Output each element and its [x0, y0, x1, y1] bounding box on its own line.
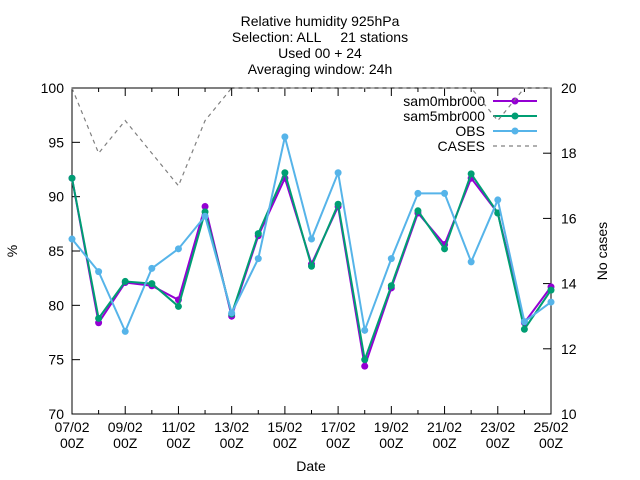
series-marker [201, 202, 209, 210]
y-tick-label: 75 [48, 352, 64, 368]
y2-tick-label: 18 [561, 145, 577, 161]
y-tick-label: 70 [48, 406, 64, 422]
series-marker [441, 189, 449, 197]
series-line [71, 175, 552, 367]
series-marker [467, 258, 475, 266]
series-marker [121, 327, 129, 335]
series-marker [121, 277, 129, 285]
x-tick-label: 09/02 00Z [108, 419, 143, 451]
series-marker [68, 235, 76, 243]
series-marker [494, 196, 502, 204]
y2-tick-label: 14 [561, 276, 577, 292]
y2-tick-label: 10 [561, 406, 577, 422]
x-tick-label: 21/02 00Z [427, 419, 462, 451]
legend-marker [511, 97, 519, 105]
series-marker [414, 189, 422, 197]
title-line: Selection: ALL 21 stations [232, 29, 408, 45]
legend-marker [511, 112, 519, 120]
series-marker [174, 245, 182, 253]
series-marker [201, 212, 209, 220]
title-line: Averaging window: 24h [248, 61, 393, 77]
series-marker [308, 235, 315, 243]
x-tick-label: 25/02 00Z [533, 419, 568, 451]
x-tick-label: 15/02 00Z [267, 419, 302, 451]
y-axis-label: % [4, 245, 20, 257]
y2-axis-label: No cases [594, 222, 610, 280]
y-tick-label: 80 [48, 297, 64, 313]
series-marker [281, 169, 289, 177]
series-marker [547, 298, 555, 306]
title-line: Used 00 + 24 [278, 45, 362, 61]
x-tick-label: 11/02 00Z [161, 419, 195, 451]
series-marker [334, 200, 342, 208]
series-marker [520, 318, 528, 326]
legend-label: sam0mbr000 [403, 93, 485, 109]
series-line [71, 136, 552, 335]
series-marker [148, 264, 156, 272]
series-marker [174, 302, 182, 310]
series-marker [95, 268, 103, 276]
series-marker [148, 280, 156, 288]
series-marker [95, 314, 103, 322]
y-tick-label: 95 [48, 134, 64, 150]
y2-tick-label: 12 [561, 341, 577, 357]
series-marker [520, 325, 528, 333]
legend-label: OBS [455, 123, 485, 139]
series-marker [228, 309, 236, 317]
x-tick-label: 07/02 00Z [54, 419, 89, 451]
y-tick-label: 100 [41, 80, 65, 96]
series-marker [254, 230, 262, 238]
legend-label: sam5mbr000 [403, 108, 485, 124]
legend-label: CASES [438, 138, 485, 154]
title-line: Relative humidity 925hPa [241, 13, 400, 29]
series-marker [254, 255, 262, 263]
x-axis-label: Date [296, 458, 326, 474]
x-tick-label: 23/02 00Z [480, 419, 515, 451]
x-tick-label: 17/02 00Z [321, 419, 356, 451]
series-marker [361, 362, 369, 370]
series-marker [387, 255, 395, 263]
series-marker [68, 174, 76, 182]
series-marker [547, 286, 555, 294]
series-marker [361, 326, 369, 334]
series-marker [414, 207, 422, 215]
series-marker [387, 282, 395, 290]
legend-marker [511, 127, 519, 135]
series-marker [334, 169, 342, 177]
y-tick-label: 90 [48, 189, 64, 205]
y2-tick-label: 16 [561, 210, 577, 226]
series-line [71, 87, 551, 187]
x-tick-label: 19/02 00Z [374, 419, 409, 451]
y-tick-label: 85 [48, 243, 64, 259]
series-marker [441, 245, 449, 253]
series-marker [467, 170, 475, 178]
series-marker [361, 356, 369, 364]
series-marker [281, 133, 289, 141]
x-tick-label: 13/02 00Z [214, 419, 249, 451]
series-marker [308, 262, 315, 270]
y2-tick-label: 20 [561, 80, 577, 96]
